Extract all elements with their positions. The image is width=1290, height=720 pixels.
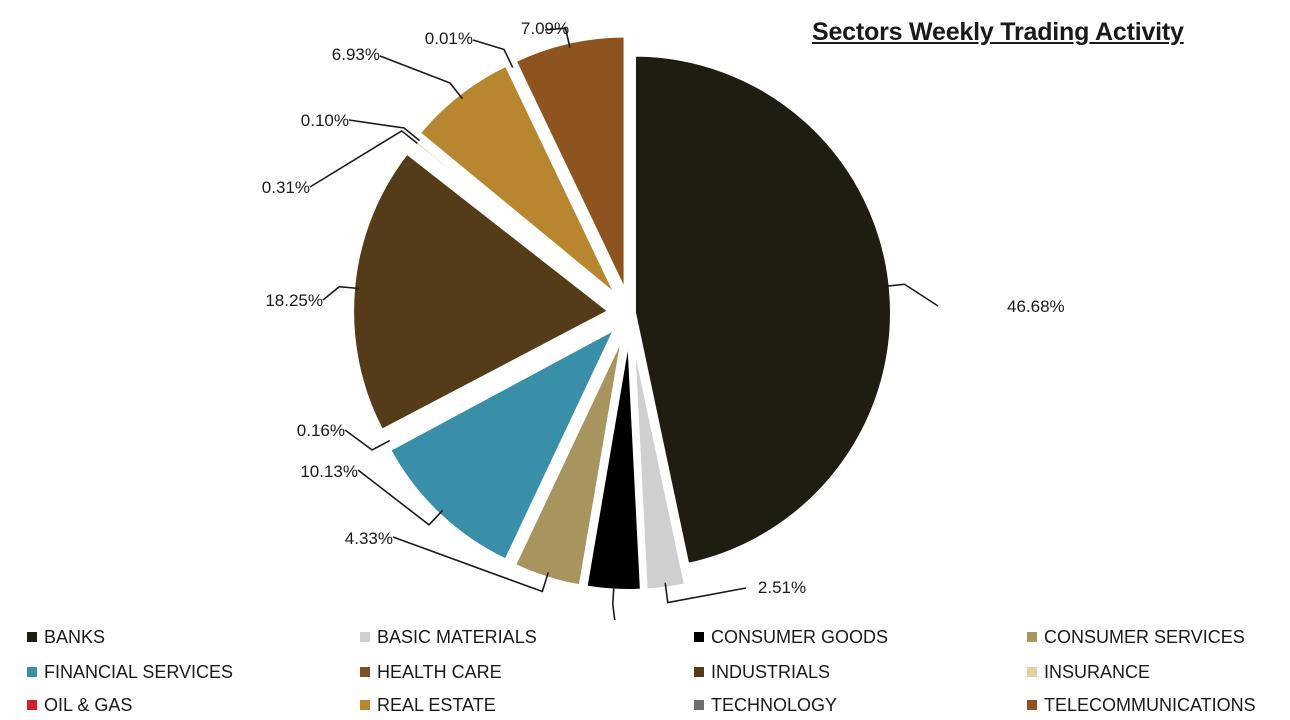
slice-label: 0.31% (262, 178, 310, 197)
legend-label: INSURANCE (1044, 661, 1151, 682)
leader-line (664, 582, 747, 604)
leader-line (392, 536, 550, 593)
legend-swatch (694, 632, 704, 642)
legend-label: CONSUMER SERVICES (1044, 626, 1245, 647)
pie-slices (350, 33, 894, 593)
legend-item: CONSUMER GOODS (694, 626, 888, 648)
legend-item: BANKS (27, 626, 105, 648)
legend-swatch (694, 667, 704, 677)
pie-slice-banks (631, 52, 894, 567)
legend-swatch (1027, 667, 1037, 677)
legend-item: INDUSTRIALS (694, 661, 830, 683)
legend-swatch (1027, 632, 1037, 642)
legend-label: INDUSTRIALS (711, 661, 831, 682)
legend-item: CONSUMER SERVICES (1027, 626, 1245, 648)
leader-line (357, 469, 444, 526)
pie-chart: 46.68%2.51%3.50%4.33%10.13%0.16%18.25%0.… (262, 19, 1065, 620)
legend-swatch (360, 667, 370, 677)
leader-line (472, 39, 514, 68)
legend-swatch (27, 632, 37, 642)
legend-label: BASIC MATERIALS (377, 626, 537, 647)
slice-label: 18.25% (265, 291, 323, 310)
slice-label: 0.01% (425, 29, 473, 48)
legend-item: OIL & GAS (27, 694, 132, 716)
legend-item: BASIC MATERIALS (360, 626, 537, 648)
legend-item: REAL ESTATE (360, 694, 496, 716)
legend-label: BANKS (44, 626, 106, 647)
legend-swatch (360, 632, 370, 642)
slice-label: 2.51% (758, 578, 806, 597)
legend-swatch (27, 667, 37, 677)
slice-label: 10.13% (300, 462, 358, 481)
legend-swatch (27, 700, 37, 710)
leader-line (344, 429, 391, 451)
legend-swatch (360, 700, 370, 710)
legend-swatch (694, 700, 704, 710)
legend-label: REAL ESTATE (377, 694, 496, 715)
chart-title: Sectors Weekly Trading Activity (812, 18, 1184, 46)
legend-label: TELECOMMUNICATIONS (1044, 694, 1256, 715)
leader-line (611, 584, 616, 620)
legend-swatch (1027, 700, 1037, 710)
legend-item: INSURANCE (1027, 661, 1150, 683)
leader-line (379, 55, 464, 100)
slice-label: 46.68% (1007, 297, 1065, 316)
leader-line (884, 283, 939, 307)
leader-line (544, 27, 571, 48)
slice-label: 7.09% (521, 19, 569, 38)
leader-line (322, 285, 360, 301)
slice-label: 0.10% (301, 111, 349, 130)
leader-line (309, 129, 418, 188)
legend-item: HEALTH CARE (360, 661, 502, 683)
slice-labels: 46.68%2.51%3.50%4.33%10.13%0.16%18.25%0.… (262, 19, 1065, 597)
legend-label: HEALTH CARE (377, 661, 502, 682)
leader-line (348, 119, 421, 142)
legend-item: FINANCIAL SERVICES (27, 661, 233, 683)
leader-lines (309, 27, 939, 620)
legend-label: OIL & GAS (44, 694, 133, 715)
legend-label: TECHNOLOGY (711, 694, 838, 715)
legend-label: CONSUMER GOODS (711, 626, 889, 647)
slice-label: 6.93% (332, 45, 380, 64)
legend-label: FINANCIAL SERVICES (44, 661, 234, 682)
legend-item: TECHNOLOGY (694, 694, 837, 716)
slice-label: 0.16% (297, 421, 345, 440)
legend-item: TELECOMMUNICATIONS (1027, 694, 1256, 716)
slice-label: 4.33% (345, 529, 393, 548)
